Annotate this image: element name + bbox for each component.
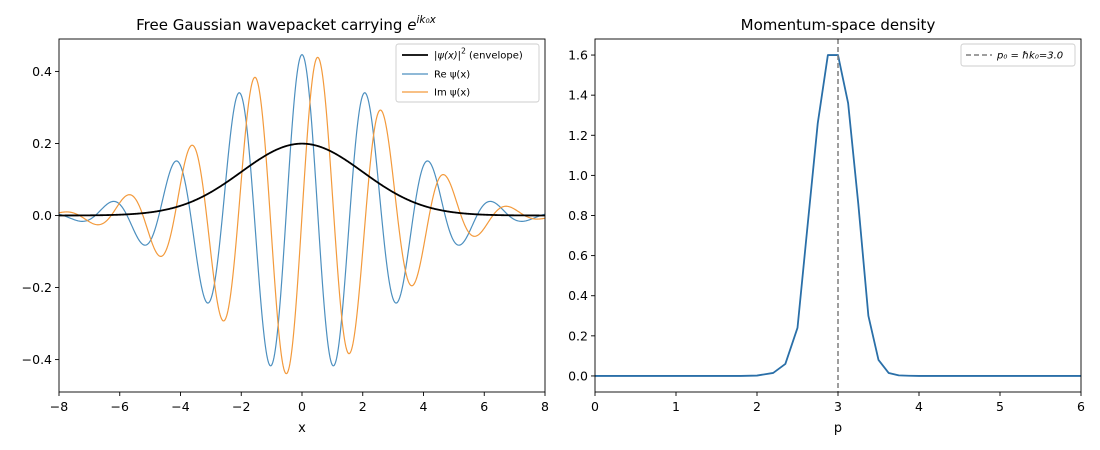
momentum-y-tick-label: 0.0 [568, 368, 588, 383]
momentum-panel: Momentum-space density 0 1 2 3 4 5 60.00.20.40… [568, 16, 1085, 436]
wavepacket-x-tick-label: 6 [480, 399, 488, 414]
momentum-y-tick-label: 0.6 [568, 248, 588, 263]
momentum-ticks: 0 1 2 3 4 5 6 0.0 0.2 0.4 0.6 0.8 1.0 1.2 1.4 1.6 [568, 48, 1085, 414]
wavepacket-x-tick-label: 4 [420, 399, 428, 414]
wavepacket-y-tick-label: −0.4 [22, 352, 52, 367]
wavepacket-x-tick-label: 8 [541, 399, 549, 414]
wavepacket-y-tick-label: −0.2 [22, 280, 52, 295]
momentum-x-tick-label: 3 [834, 399, 842, 414]
wavepacket-x-axis-label: x [298, 421, 306, 436]
series-line-imag [59, 56, 545, 375]
momentum-y-tick-label: 0.4 [568, 288, 588, 303]
series-line-momentum-density [595, 54, 1081, 377]
momentum-x-tick-label: 0 [591, 399, 599, 414]
wavepacket-legend-box [395, 43, 540, 103]
wavepacket-y-tick-label: 0.0 [32, 208, 52, 223]
wavepacket-x-tick-label: −8 [50, 399, 68, 414]
momentum-x-tick-label: 6 [1077, 399, 1085, 414]
wavepacket-y-tick-label: 0.2 [32, 136, 52, 151]
momentum-x-tick-label: 1 [672, 399, 680, 414]
momentum-legend-box [960, 43, 1076, 67]
series-line-envelope [59, 142, 545, 217]
momentum-x-axis-label: p [834, 421, 842, 436]
wavepacket-x-tick-label: −6 [111, 399, 129, 414]
wavepacket-x-tick-label: −2 [232, 399, 250, 414]
wavepacket-title: Free Gaussian wavepacket carrying eik₀x [136, 14, 437, 34]
wavepacket-x-tick-label: −4 [171, 399, 189, 414]
series-line-real [59, 54, 545, 367]
momentum-y-tick-label: 1.2 [568, 128, 588, 143]
momentum-y-tick-label: 1.0 [568, 168, 588, 183]
momentum-x-tick-label: 5 [996, 399, 1004, 414]
wavepacket-ticks: −8 −6 −4 −2 0 2 4 6 8 −0.4 −0.2 0.0 0.2 0.4 [22, 64, 549, 414]
momentum-y-tick-label: 1.6 [568, 48, 588, 63]
momentum-x-tick-label: 2 [753, 399, 761, 414]
momentum-y-tick-label: 1.4 [568, 88, 588, 103]
wavepacket-y-tick-label: 0.4 [32, 64, 52, 79]
momentum-y-tick-label: 0.8 [568, 208, 588, 223]
wavepacket-x-tick-label: 0 [298, 399, 306, 414]
wavepacket-panel: Free Gaussian wavepacket carrying eik₀x … [22, 14, 549, 436]
legend-label-real: Re ψ(x) [434, 70, 470, 81]
momentum-x-tick-label: 4 [915, 399, 923, 414]
momentum-title: Momentum-space density [741, 16, 936, 34]
wavepacket-x-tick-label: 2 [359, 399, 367, 414]
momentum-curves [595, 39, 1081, 392]
legend-label-envelope: |ψ(x)|2 (envelope) [434, 47, 523, 62]
momentum-legend: p₀ = ħk₀=3.0 [960, 43, 1076, 67]
wavepacket-legend: |ψ(x)|2 (envelope) Re ψ(x) Im ψ(x) [395, 43, 540, 103]
momentum-y-tick-label: 0.2 [568, 328, 588, 343]
wavepacket-curves [59, 54, 545, 375]
legend-label-imag: Im ψ(x) [434, 88, 470, 99]
legend-label-p0: p₀ = ħk₀=3.0 [996, 51, 1063, 62]
